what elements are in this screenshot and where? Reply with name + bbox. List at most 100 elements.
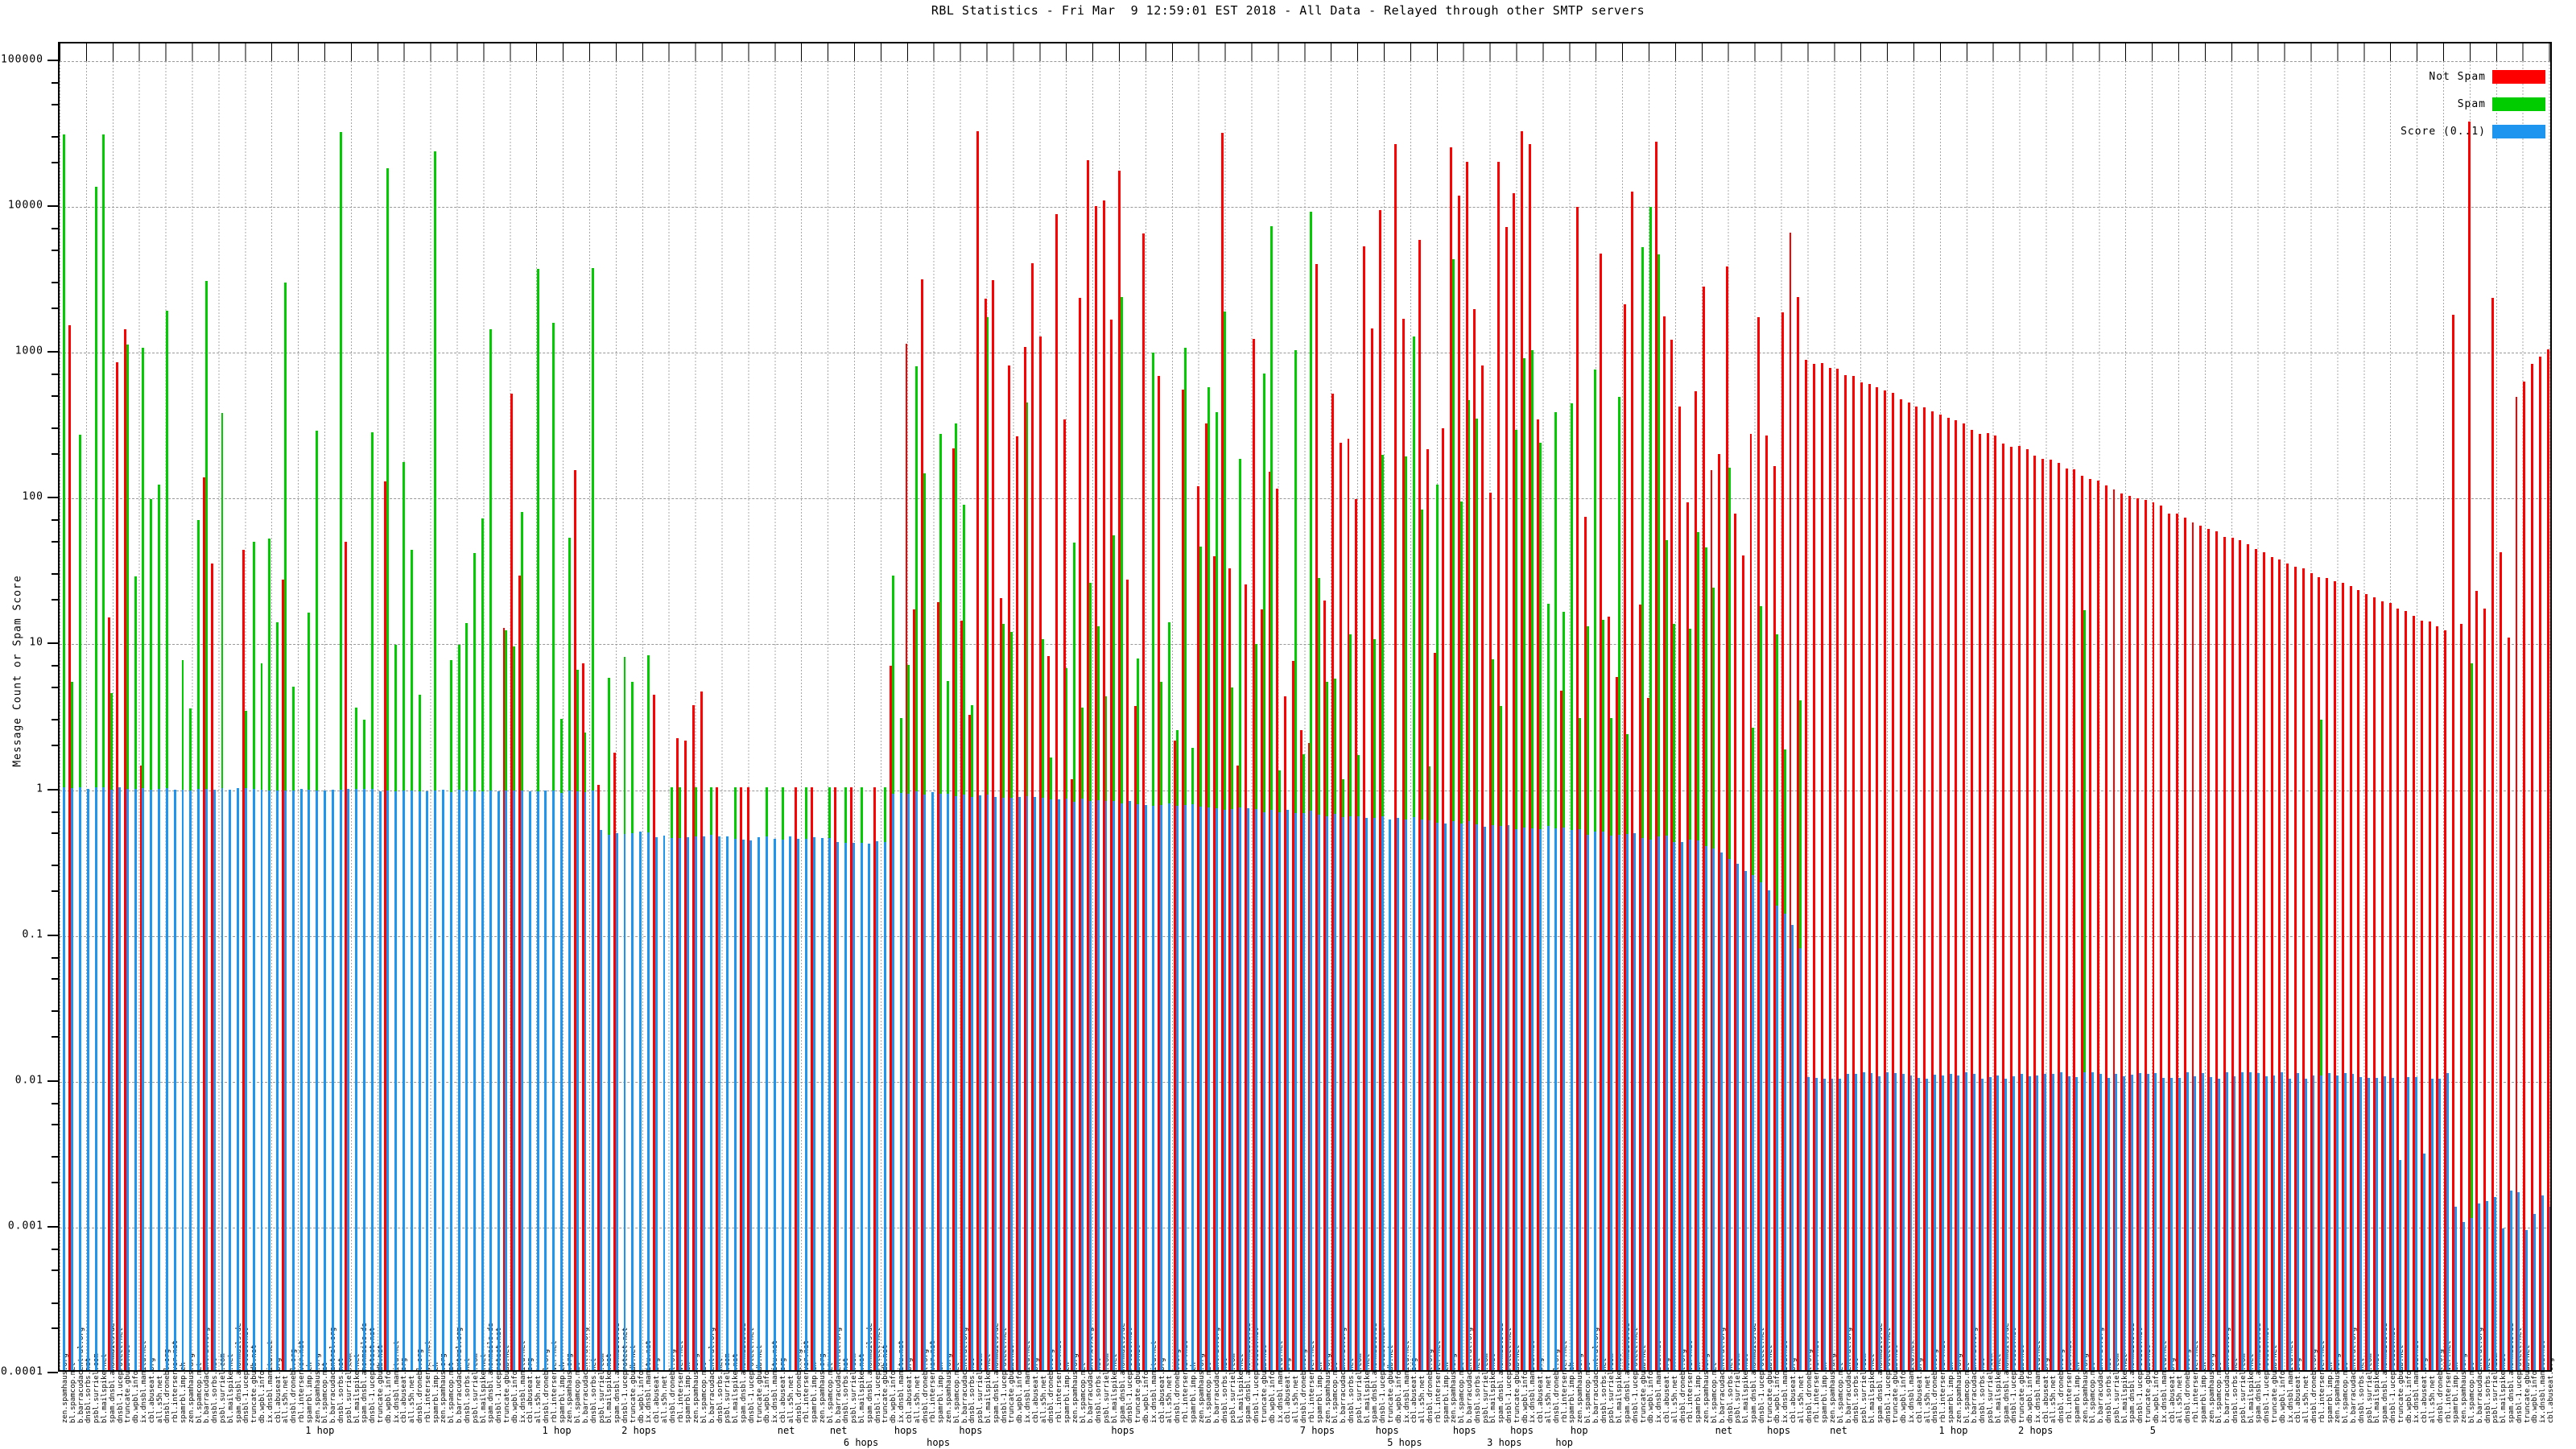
x-axis-hop-label: hops <box>894 1425 918 1436</box>
bar-score <box>654 837 658 1370</box>
x-axis-label: spamrbl.imp.ch <box>179 1362 188 1423</box>
bar-score <box>1799 948 1802 1370</box>
y-tick-label: 10 <box>29 636 43 649</box>
x-axis-label: spamrbl.imp.ch <box>1695 1362 1703 1423</box>
x-axis-label: spamrbl.imp.ch <box>937 1362 946 1423</box>
bar-score <box>2131 1074 2133 1370</box>
y-tick-label: 100000 <box>1 53 43 66</box>
x-axis-label: spamrbl.imp.ch <box>2073 1362 2082 1423</box>
bar-score <box>1113 800 1116 1370</box>
bar-score <box>1791 924 1794 1370</box>
legend-label-not-spam: Not Spam <box>2429 70 2486 83</box>
bar-score <box>2217 1078 2220 1370</box>
bar-score <box>2351 1073 2355 1370</box>
bar-score <box>513 790 516 1370</box>
y-tick-major <box>47 1372 58 1373</box>
bar-score <box>1870 1073 1873 1370</box>
bar-score <box>2368 1077 2371 1370</box>
legend-label-spam: Spam <box>2457 97 2486 110</box>
y-tick-minor <box>52 665 58 667</box>
y-tick-label: 0.0001 <box>1 1365 43 1378</box>
bar-score <box>1728 859 1731 1370</box>
bar-score <box>1034 796 1037 1370</box>
bar-score <box>1499 825 1502 1370</box>
bar-score <box>1854 1074 1857 1370</box>
bar-score <box>1926 1078 1929 1370</box>
bar-score <box>1215 807 1218 1370</box>
y-tick-minor <box>52 228 58 230</box>
bar-score <box>2146 1074 2149 1370</box>
bar-score <box>1807 1077 1810 1370</box>
x-axis-label: bl.spamcop.net <box>826 1362 835 1423</box>
bar-score <box>197 788 200 1370</box>
bar-score <box>1373 817 1376 1370</box>
bar-score <box>465 790 469 1370</box>
bar-score <box>631 833 634 1370</box>
x-axis-hop-labels: 1 hop 1 hop 2 hops net net hops hops hops 7 hops… <box>58 1425 2552 1449</box>
bar-score <box>2494 1196 2496 1370</box>
y-tick-minor <box>52 519 58 522</box>
bar-score <box>1049 799 1052 1370</box>
bar-score <box>2486 1201 2489 1370</box>
y-tick-minor <box>52 394 58 397</box>
bar-score <box>2036 1075 2039 1370</box>
bar-score <box>1736 863 1739 1370</box>
bar-score <box>1468 820 1471 1370</box>
x-axis-label: spamrbl.imp.ch <box>1821 1362 1830 1423</box>
bar-score <box>1247 808 1249 1370</box>
bar-score <box>844 842 847 1370</box>
bar-score <box>544 790 547 1370</box>
bar-score <box>1199 806 1203 1370</box>
bar-score <box>939 794 942 1370</box>
x-axis-label: db.wpbl.info <box>890 1370 898 1423</box>
bar-score <box>299 788 303 1370</box>
x-axis-label: db.wpbl.info <box>2278 1370 2287 1423</box>
bar-score <box>1026 796 1029 1370</box>
bar-score <box>891 793 894 1370</box>
bar-score <box>71 788 74 1370</box>
bar-score <box>283 791 287 1370</box>
bar-score <box>686 836 689 1370</box>
x-axis-hop-label: 1 hop <box>305 1425 335 1436</box>
bar-score <box>1530 828 1534 1370</box>
x-axis-label: db.wpbl.info <box>510 1370 519 1423</box>
bar-score <box>63 786 66 1370</box>
bar-score <box>1302 813 1305 1370</box>
bar-score <box>2186 1071 2189 1370</box>
y-tick-label: 1000 <box>14 345 43 357</box>
bar-score <box>1689 839 1691 1370</box>
bar-score <box>1121 803 1124 1370</box>
bar-score <box>2178 1077 2181 1370</box>
x-axis-label: db.wpbl.info <box>1016 1370 1025 1423</box>
bar-score <box>1814 1078 1818 1370</box>
bar-score <box>2320 1075 2323 1370</box>
bar-score <box>2233 1075 2236 1370</box>
bar-score <box>836 842 840 1370</box>
bar-score <box>316 791 319 1370</box>
bar-score <box>1357 816 1360 1370</box>
bar-score <box>868 843 871 1370</box>
bar-score <box>2099 1074 2102 1370</box>
bar-score <box>2407 1076 2410 1370</box>
x-axis-label: bl.spamcop.net <box>1710 1362 1719 1423</box>
bar-score <box>552 791 555 1370</box>
x-axis-label: all.s5h.net <box>408 1375 417 1423</box>
y-tick-minor <box>52 1124 58 1126</box>
bar-score <box>1570 830 1573 1370</box>
x-axis-label: bl.spamcop.net <box>1584 1362 1593 1423</box>
x-axis-label: bl.spamcop.net <box>952 1362 961 1423</box>
bar-score <box>339 790 342 1370</box>
x-axis-label: all.s5h.net <box>535 1375 543 1423</box>
x-axis-hop-label: hops <box>1452 1425 1476 1436</box>
bar-score <box>260 789 263 1370</box>
bar-score <box>2343 1073 2347 1370</box>
bar-score <box>291 790 295 1370</box>
bar-score <box>331 790 334 1370</box>
bar-score <box>1712 848 1715 1370</box>
y-tick-minor <box>52 281 58 283</box>
y-tick-minor <box>52 1302 58 1304</box>
bar-score <box>347 789 350 1370</box>
bar-score <box>2289 1079 2292 1370</box>
x-axis-label: db.wpbl.info <box>1394 1370 1403 1423</box>
bar-score <box>639 832 642 1370</box>
